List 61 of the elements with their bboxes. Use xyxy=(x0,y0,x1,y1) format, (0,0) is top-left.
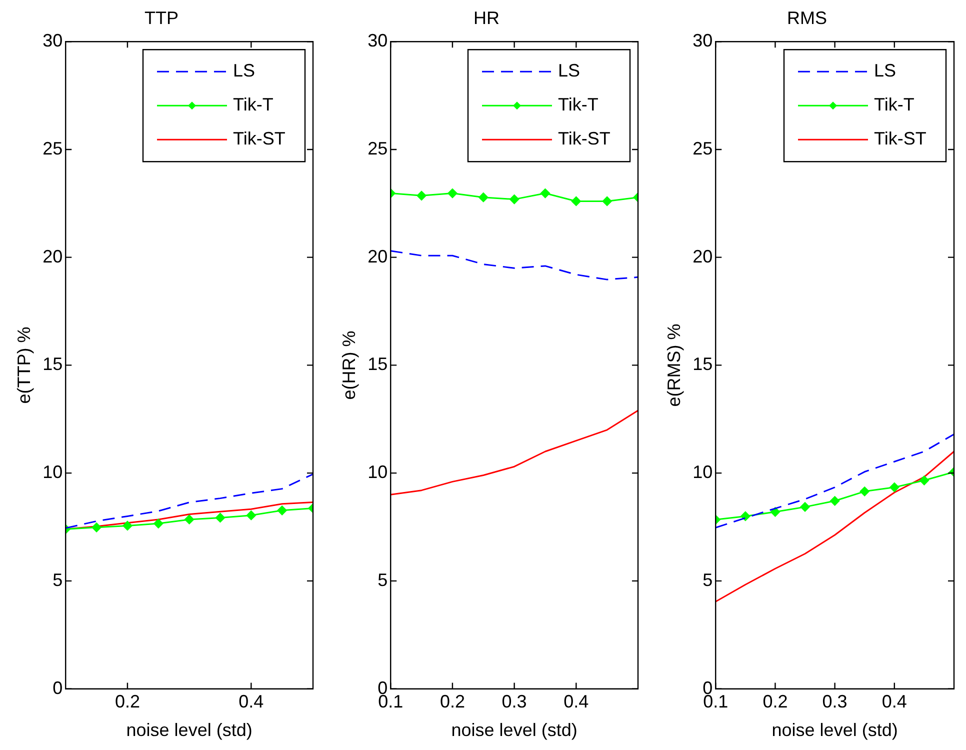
y-axis-title: e(RMS) % xyxy=(664,324,684,407)
y-tick-label: 20 xyxy=(692,246,713,266)
x-axis-title: noise level (std) xyxy=(451,720,578,740)
y-axis-title: e(HR) % xyxy=(338,330,359,400)
y-tick-label: 30 xyxy=(368,30,388,51)
x-axis-title: noise level (std) xyxy=(772,720,898,740)
point xyxy=(122,520,132,530)
y-tick-label: 5 xyxy=(702,570,713,590)
line-series xyxy=(390,250,638,280)
point xyxy=(154,518,164,528)
point xyxy=(919,476,929,486)
legend-label: LS xyxy=(558,60,580,81)
chart-title: RMS xyxy=(787,8,827,28)
y-tick-label: 30 xyxy=(692,30,713,51)
legend-label: Tik-T xyxy=(233,94,274,115)
line-series xyxy=(716,433,954,528)
legend-label: LS xyxy=(233,60,256,81)
point xyxy=(215,512,225,522)
legend-label: Tik-T xyxy=(558,94,598,115)
y-tick-label: 5 xyxy=(378,570,388,590)
y-tick-label: 25 xyxy=(692,138,713,158)
y-axis-title: e(TTP) % xyxy=(14,326,34,404)
x-tick-label: 0.4 xyxy=(238,692,264,712)
legend-label: LS xyxy=(874,60,896,81)
point xyxy=(740,511,750,521)
point xyxy=(830,496,840,506)
point xyxy=(860,486,870,496)
x-tick-label: 0.2 xyxy=(440,692,465,712)
point xyxy=(184,514,194,524)
x-axis-title: noise level (std) xyxy=(126,720,252,740)
y-tick-label: 25 xyxy=(42,138,63,158)
y-tick-label: 10 xyxy=(692,462,713,482)
y-tick-label: 0 xyxy=(52,678,63,698)
x-tick-label: 0.3 xyxy=(502,692,527,712)
x-tick-label: 0.4 xyxy=(564,692,589,712)
y-tick-label: 10 xyxy=(368,462,388,482)
point xyxy=(92,522,102,532)
point xyxy=(246,510,256,520)
y-tick-label: 15 xyxy=(368,354,388,374)
legend-label: Tik-ST xyxy=(558,128,610,149)
chart-title: HR xyxy=(474,8,500,28)
x-tick-label: 0.2 xyxy=(114,692,140,712)
y-tick-label: 5 xyxy=(52,570,63,590)
legend-label: Tik-ST xyxy=(874,128,926,149)
y-tick-label: 10 xyxy=(42,462,63,482)
y-tick-label: 25 xyxy=(368,138,388,158)
x-tick-label: 0.2 xyxy=(762,692,788,712)
point xyxy=(800,502,810,512)
y-tick-label: 30 xyxy=(42,30,63,51)
legend-label: Tik-ST xyxy=(233,128,286,149)
legend-label: Tik-T xyxy=(874,94,914,115)
y-tick-label: 15 xyxy=(692,354,713,374)
chart-title: TTP xyxy=(144,8,178,28)
point xyxy=(277,506,287,516)
y-tick-label: 15 xyxy=(42,354,63,374)
x-tick-label: 0.3 xyxy=(822,692,848,712)
x-tick-label: 0.4 xyxy=(882,692,907,712)
point xyxy=(890,482,900,492)
y-tick-label: 20 xyxy=(368,246,388,266)
y-tick-label: 20 xyxy=(42,246,63,266)
point xyxy=(770,507,780,517)
